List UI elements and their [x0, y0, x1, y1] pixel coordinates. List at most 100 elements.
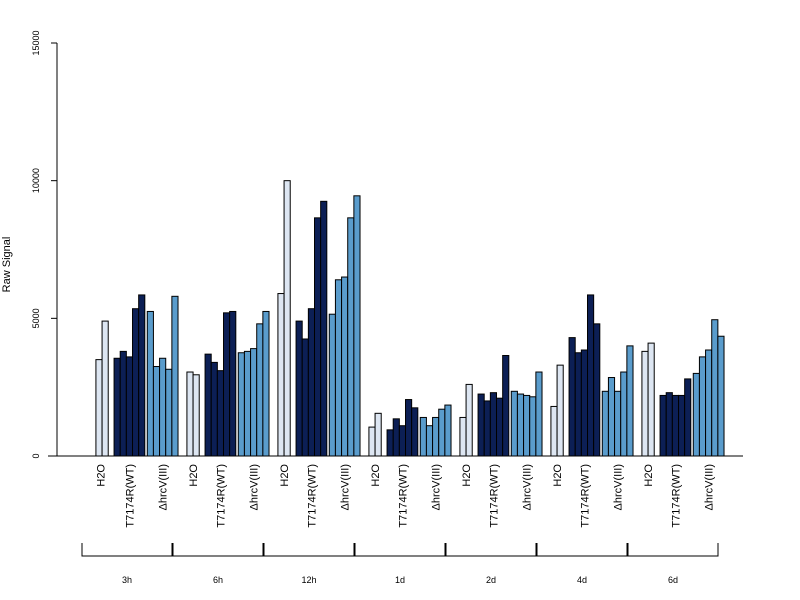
condition-label: ΔhrcV(III): [431, 464, 443, 510]
bar: [237, 352, 245, 457]
bar: [119, 350, 127, 457]
group-label: 4d: [577, 575, 587, 585]
condition-label: H2O: [188, 464, 200, 487]
condition-label: H2O: [279, 464, 291, 487]
condition-label: ΔhrcV(III): [704, 464, 716, 510]
bar: [556, 364, 564, 457]
bar: [353, 195, 361, 457]
bar: [711, 319, 719, 457]
bar: [328, 313, 336, 457]
bar: [489, 392, 498, 457]
bar: [368, 426, 376, 457]
bar: [438, 408, 446, 457]
y-tick-label: 15000: [31, 30, 41, 55]
bar: [171, 295, 179, 457]
condition-label: H2O: [96, 464, 108, 487]
group-label: 12h: [301, 575, 316, 585]
group-bracket: [627, 543, 719, 557]
bar: [574, 352, 582, 457]
bar: [192, 374, 200, 457]
bar: [607, 377, 616, 457]
bar: [601, 390, 609, 457]
bar: [593, 323, 601, 457]
bar: [620, 371, 628, 457]
bar: [580, 349, 589, 457]
bar: [529, 396, 537, 457]
bar: [138, 294, 146, 457]
condition-label: T7174R(WT): [670, 464, 682, 528]
condition-label: ΔhrcV(III): [249, 464, 261, 510]
bar: [146, 310, 154, 457]
bar: [250, 348, 258, 457]
group-label: 3h: [122, 575, 132, 585]
bar: [510, 390, 518, 457]
condition-label: T7174R(WT): [306, 464, 318, 528]
group-bracket: [536, 543, 628, 557]
condition-label: ΔhrcV(III): [340, 464, 352, 510]
y-axis: 0 5000 10000 15000 Raw Signal: [1, 30, 58, 459]
group-label: 1d: [395, 575, 405, 585]
bar: [186, 371, 194, 457]
bar: [535, 371, 543, 457]
bar: [341, 276, 349, 457]
bar: [307, 308, 316, 457]
bar: [705, 349, 713, 457]
bar: [334, 279, 343, 457]
bar: [243, 350, 252, 457]
bar: [684, 378, 692, 457]
bars: [95, 180, 725, 457]
bar: [256, 323, 264, 457]
condition-label: H2O: [552, 464, 564, 487]
condition-label: H2O: [461, 464, 473, 487]
bar: [347, 217, 355, 457]
bar: [465, 383, 473, 457]
bar: [411, 407, 419, 457]
bar: [216, 370, 225, 457]
bar: [283, 180, 291, 457]
bar: [152, 366, 161, 457]
condition-label: T7174R(WT): [488, 464, 500, 528]
bar: [159, 357, 167, 457]
bar: [614, 390, 622, 457]
y-tick-label: 10000: [31, 168, 41, 193]
bar: [626, 345, 634, 457]
bar: [398, 425, 407, 457]
bar: [113, 357, 121, 457]
bar: [641, 350, 649, 457]
bar: [678, 394, 686, 457]
condition-label: ΔhrcV(III): [522, 464, 534, 510]
bar: [459, 416, 467, 457]
bar: [444, 404, 452, 457]
bar: [132, 308, 140, 457]
y-axis-label: Raw Signal: [1, 237, 13, 293]
bar: [477, 393, 485, 457]
group-label: 6h: [213, 575, 223, 585]
y-tick-label: 5000: [31, 308, 41, 328]
bar: [419, 416, 427, 457]
bar: [523, 394, 531, 457]
condition-label: H2O: [643, 464, 655, 487]
condition-label: H2O: [370, 464, 382, 487]
group-brackets: 3h 6h 12h 1d 2d 4d 6d: [81, 543, 719, 585]
group-label: 2d: [486, 575, 496, 585]
bar: [698, 356, 707, 457]
bar: [223, 312, 231, 457]
group-label: 6d: [668, 575, 678, 585]
bar: [587, 294, 595, 457]
group-bracket: [81, 543, 173, 557]
bar: [483, 400, 491, 457]
bar: [229, 310, 237, 457]
bar: [374, 412, 382, 457]
bar: [425, 425, 434, 457]
condition-label: T7174R(WT): [124, 464, 136, 528]
bar: [125, 356, 134, 457]
condition-label: ΔhrcV(III): [613, 464, 625, 510]
bar: [432, 416, 440, 457]
group-bracket: [263, 543, 355, 557]
bar: [692, 372, 700, 457]
bar: [95, 359, 103, 457]
condition-label: T7174R(WT): [579, 464, 591, 528]
bar: [101, 320, 109, 457]
bar: [165, 368, 173, 457]
